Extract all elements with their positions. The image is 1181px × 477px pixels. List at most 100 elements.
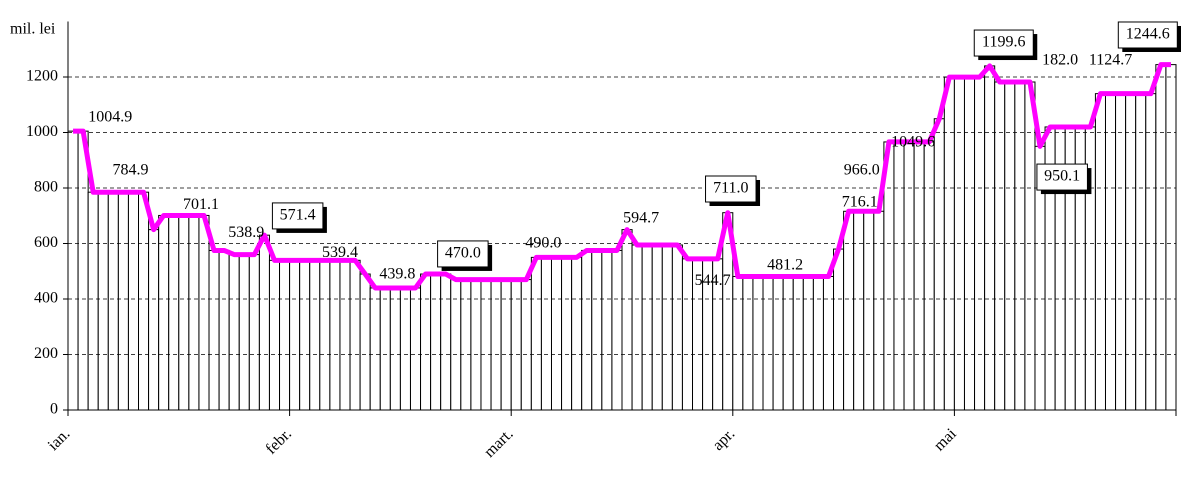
annotation-text: 966.0 (844, 162, 880, 179)
bar (399, 287, 411, 411)
annotation-text: 784.9 (112, 162, 148, 179)
y-tick-label: 200 (34, 345, 58, 362)
annotation: 716.1 (842, 194, 878, 211)
bar (1165, 64, 1177, 411)
bar (822, 275, 835, 411)
bar (561, 256, 573, 411)
bar (87, 191, 99, 411)
annotation-text: 538.9 (228, 224, 264, 241)
bar (1115, 93, 1127, 411)
bar (984, 65, 996, 411)
annotation-box (973, 29, 1034, 57)
bar (369, 287, 381, 411)
bar (812, 275, 824, 411)
bar (843, 210, 855, 411)
annotation-box (705, 175, 757, 203)
annotation-text: 950.1 (1044, 168, 1080, 185)
bar (430, 273, 442, 411)
bar (1024, 81, 1036, 411)
bar (782, 275, 794, 411)
bar (127, 191, 140, 411)
annotation: 490.0 (525, 235, 561, 252)
bar (994, 81, 1006, 411)
bar (77, 130, 89, 411)
annotation-text: 182.0 (1042, 52, 1078, 69)
bar (1094, 93, 1106, 411)
bar (893, 141, 905, 411)
bar (188, 214, 200, 411)
bar (138, 191, 150, 411)
annotation-text: 439.8 (379, 266, 415, 283)
bar (97, 191, 109, 411)
annotation: 182.0 (1042, 52, 1078, 69)
bar (742, 275, 754, 411)
annotation-text: 481.2 (767, 257, 803, 274)
bar (833, 248, 845, 411)
bar (792, 275, 804, 411)
bar (681, 258, 694, 411)
annotation: 481.2 (767, 257, 803, 274)
annotation: 966.0 (844, 162, 880, 179)
y-tick-label: 1000 (26, 123, 58, 140)
annotation-text: 1124.7 (1089, 52, 1132, 69)
x-tick-label: febr. (263, 425, 295, 457)
bar (571, 256, 583, 411)
annotation-text: 470.0 (445, 245, 481, 262)
bar (863, 210, 875, 411)
bar (762, 275, 774, 411)
y-tick-label: 600 (34, 234, 58, 251)
y-axis-label: mil. lei (10, 21, 56, 38)
line (73, 62, 1171, 291)
annotation-box (271, 202, 324, 230)
bar (661, 244, 673, 411)
y-tick-label: 0 (50, 401, 58, 418)
bar (248, 254, 260, 411)
bar (873, 210, 885, 411)
x-tick-label: apr. (710, 425, 739, 454)
bar (148, 229, 160, 411)
annotation: 594.7 (623, 210, 659, 227)
bar (349, 259, 361, 411)
bar (1004, 81, 1016, 411)
bar (238, 254, 250, 411)
bar (309, 259, 321, 411)
annotation-text: 1199.6 (982, 34, 1025, 51)
annotation: 711.0 (705, 175, 761, 206)
bar (158, 214, 170, 411)
annotation: 538.9 (228, 224, 264, 241)
annotation-text: 1244.6 (1126, 26, 1170, 43)
bar (258, 234, 270, 411)
annotation-text: 1049.6 (891, 134, 935, 151)
bar (611, 249, 623, 411)
bar (178, 214, 190, 411)
bar (268, 259, 281, 411)
annotation-text: 571.4 (280, 207, 316, 224)
bar (339, 259, 351, 411)
x-tick-label: mai (931, 425, 960, 454)
bar (279, 259, 291, 411)
bar (359, 273, 371, 411)
bar (621, 229, 633, 411)
bar (1125, 93, 1137, 411)
bar (671, 244, 683, 411)
bar (933, 118, 945, 411)
annotation-text: 1004.9 (88, 109, 132, 126)
bar (1014, 81, 1026, 411)
bar (409, 287, 422, 411)
bar (853, 210, 865, 411)
annotation: 1124.7 (1089, 52, 1132, 69)
annotation: 470.0 (437, 240, 493, 271)
bar (218, 249, 230, 411)
y-tick-label: 800 (34, 179, 58, 196)
bar (601, 249, 613, 411)
annotation: 1244.6 (1117, 21, 1181, 52)
annotation-box (1036, 163, 1088, 191)
bar (772, 275, 784, 411)
bar (591, 249, 603, 411)
bar (903, 141, 915, 411)
x-tick-label: mart. (481, 425, 517, 461)
bar (641, 244, 653, 411)
bar (420, 273, 432, 411)
annotation-box (437, 240, 489, 268)
annotation-text: 490.0 (525, 235, 561, 252)
